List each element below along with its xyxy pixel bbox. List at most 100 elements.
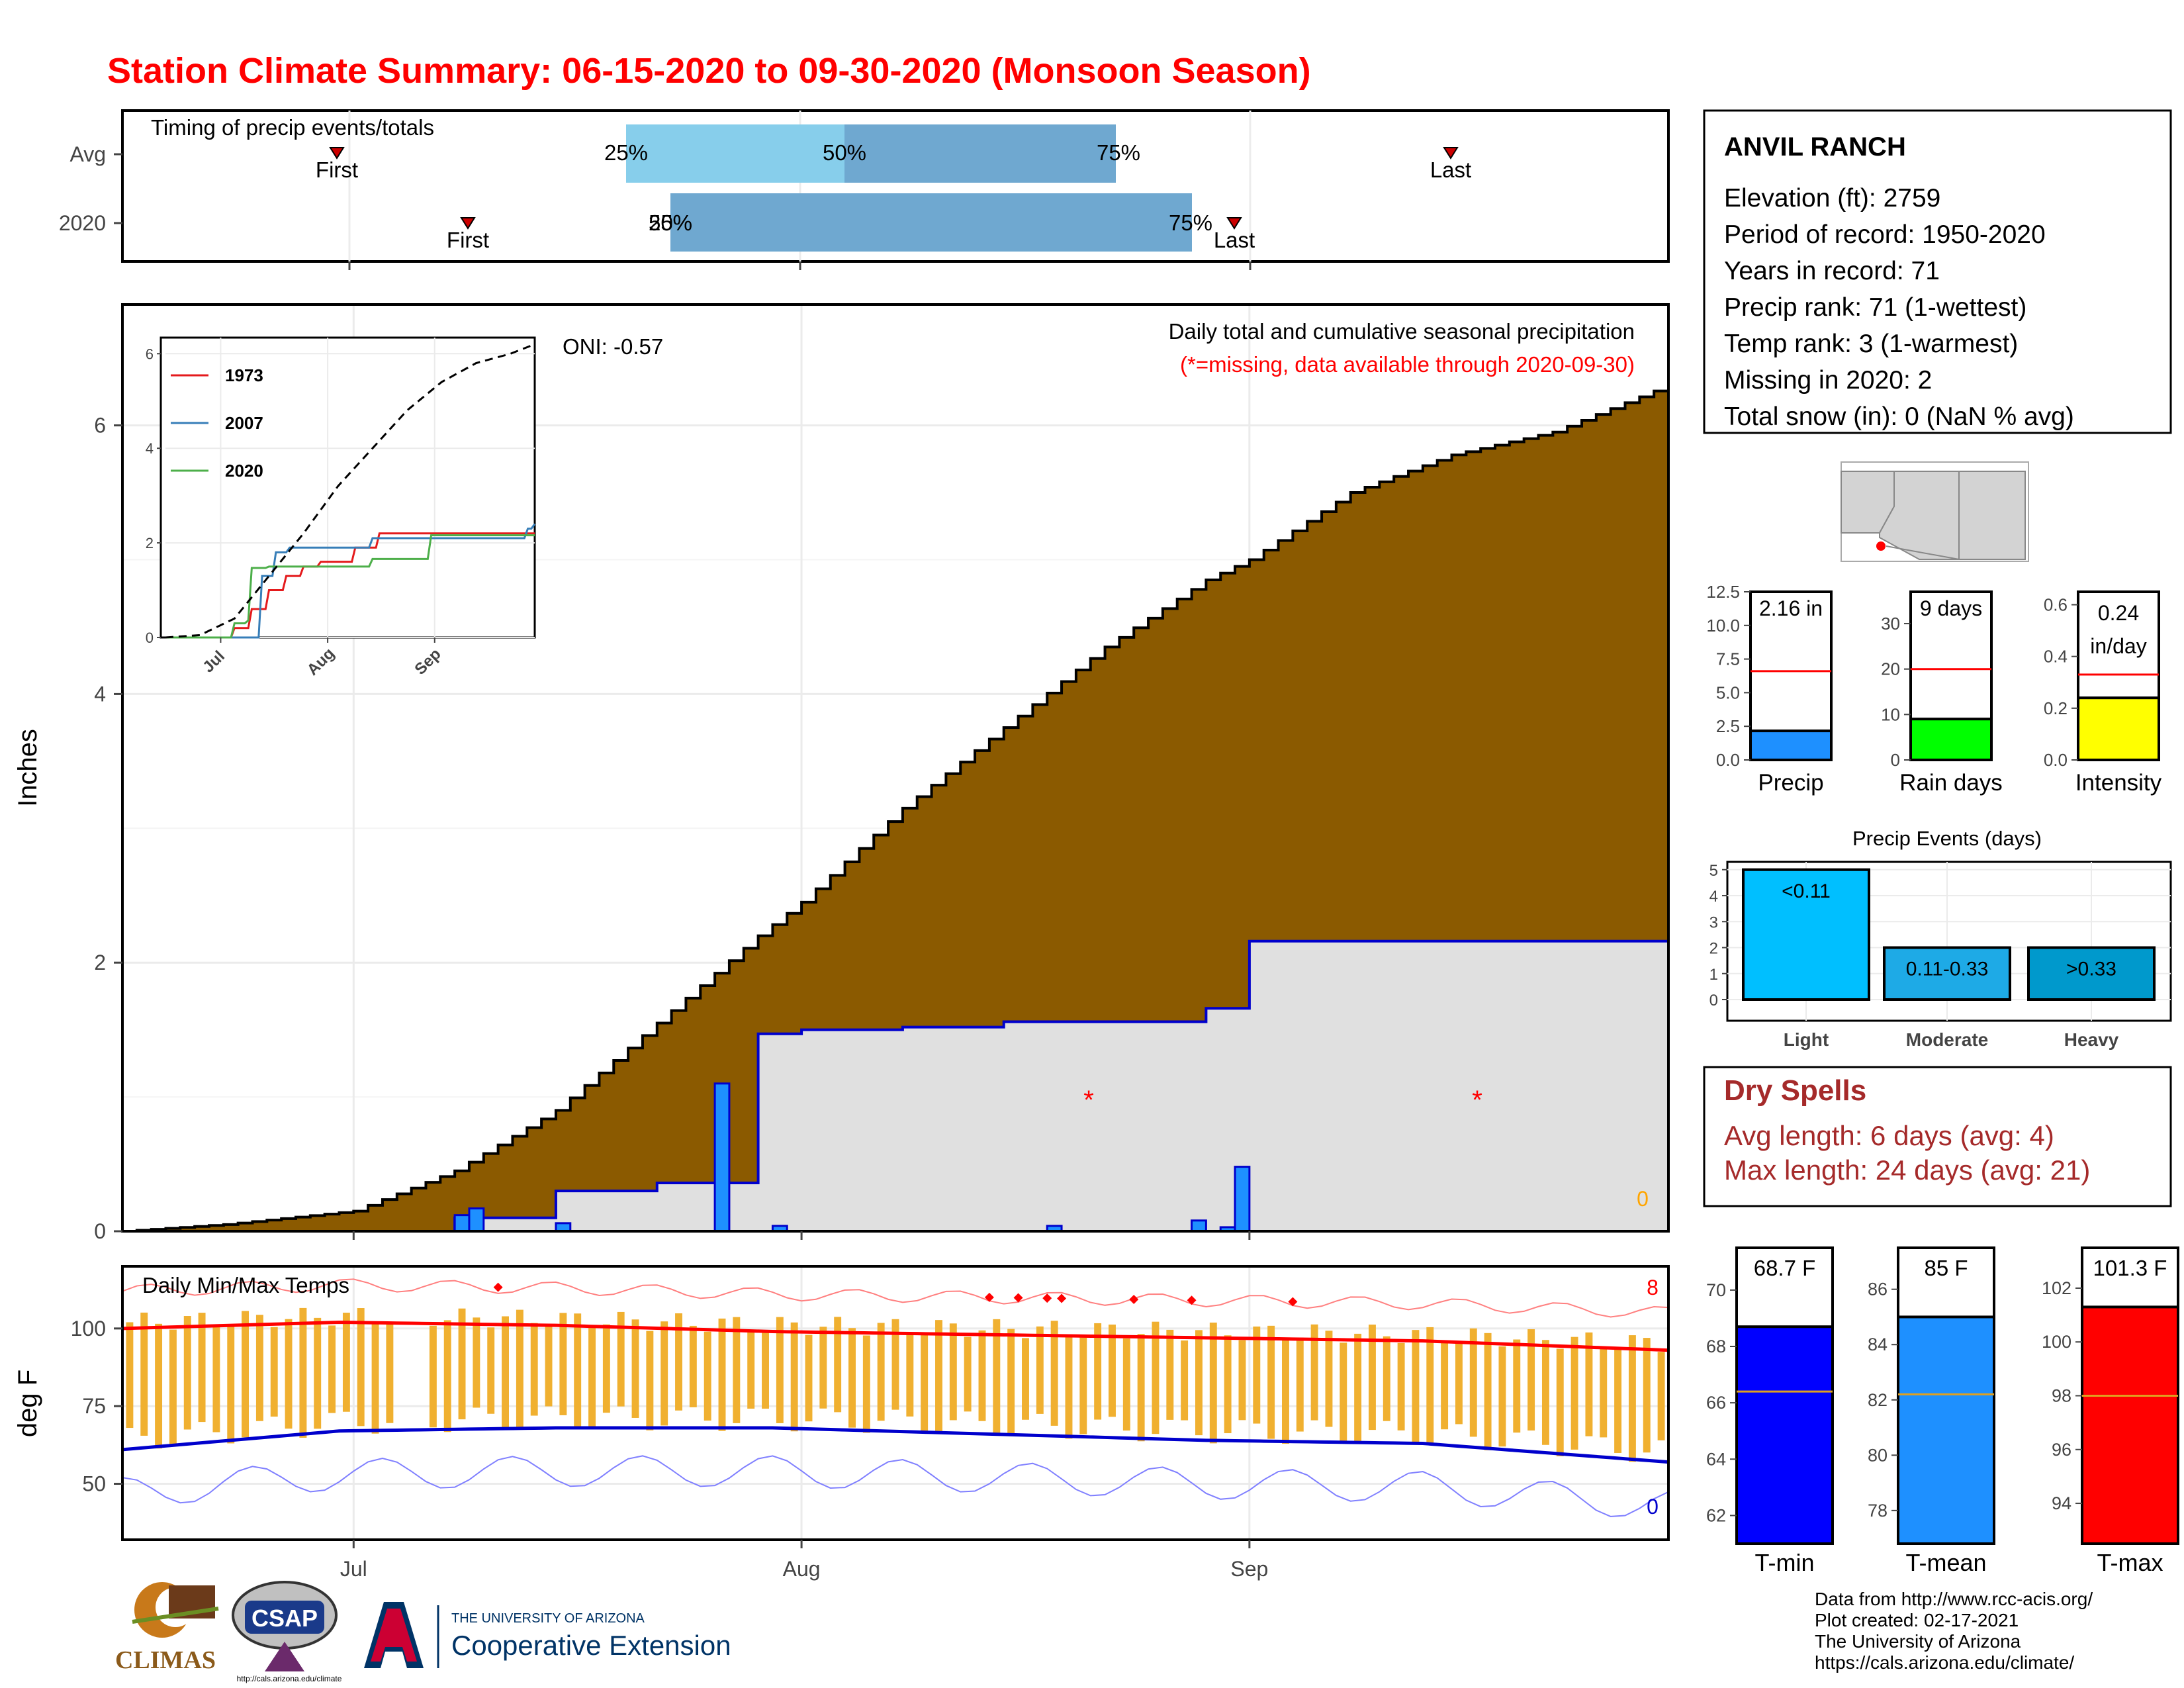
events-bar-label: >0.33 bbox=[2066, 959, 2116, 980]
temp-range-bar bbox=[1484, 1333, 1492, 1450]
gauge-tick-label: 0.6 bbox=[2044, 595, 2068, 615]
temp-gauge-tick-label: 84 bbox=[1868, 1335, 1888, 1354]
gauge-fill bbox=[1749, 729, 1833, 761]
legend-label: 1973 bbox=[225, 365, 263, 385]
gauge-label: Intensity bbox=[2075, 770, 2162, 796]
temp-range-bar bbox=[126, 1322, 134, 1429]
gauge-tick-label: 2.5 bbox=[1716, 716, 1740, 736]
temp-range-bar bbox=[1310, 1324, 1318, 1421]
missing-marker: * bbox=[1472, 1086, 1482, 1115]
gauge-fill bbox=[1909, 718, 1993, 761]
temp-range-bar bbox=[1050, 1321, 1058, 1426]
main-y-axis: 0 2 4 6 bbox=[94, 414, 122, 1243]
temp-range-bar bbox=[1065, 1334, 1073, 1439]
locator-map bbox=[1841, 461, 2029, 562]
inset-avg-line bbox=[165, 343, 535, 639]
inset-series bbox=[165, 343, 536, 639]
temp-range-bar bbox=[891, 1319, 899, 1410]
temp-range-bar bbox=[1122, 1338, 1130, 1431]
temp-gauge-tick-label: 96 bbox=[2052, 1440, 2071, 1460]
temp-range-bar bbox=[1282, 1340, 1289, 1444]
temp-range-bar bbox=[747, 1331, 755, 1409]
gauge-value-label: 2.16 in bbox=[1759, 596, 1823, 620]
temp-gauge-tick-label: 78 bbox=[1868, 1501, 1888, 1521]
credit-line: Plot created: 02-17-2021 bbox=[1815, 1610, 2019, 1630]
temp-range-bar bbox=[1137, 1334, 1145, 1442]
temp-range-bar bbox=[1585, 1332, 1593, 1436]
temp-range-bar bbox=[545, 1327, 553, 1407]
events-y-tick-label: 1 bbox=[1709, 966, 1718, 984]
temp-range-bar bbox=[776, 1317, 784, 1423]
temp-range-bar bbox=[458, 1308, 466, 1420]
station-location-marker bbox=[1876, 541, 1886, 551]
zero-count-label: 0 bbox=[1637, 1187, 1649, 1211]
temp-range-bar bbox=[443, 1320, 451, 1432]
credit-line: Data from http://www.rcc-acis.org/ bbox=[1815, 1589, 2093, 1609]
gauge-tick-label: 0 bbox=[1891, 750, 1900, 770]
station-precip-rank: Precip rank: 71 (1-wettest) bbox=[1724, 293, 2026, 322]
temp-range-bar bbox=[1600, 1346, 1608, 1438]
temp-gauge-label: T-min bbox=[1755, 1549, 1815, 1576]
temp-gauge-tick-label: 100 bbox=[2042, 1332, 2071, 1352]
timing-panel: Timing of precip events/totals Avg 2020 … bbox=[59, 109, 1670, 270]
x-tick-label: Jul bbox=[340, 1557, 367, 1581]
temp-range-bar bbox=[155, 1323, 163, 1449]
temp-range-bar bbox=[1152, 1321, 1160, 1434]
temp-range-bar bbox=[371, 1321, 379, 1434]
temp-range-bar bbox=[1570, 1336, 1578, 1450]
record-high-marker bbox=[984, 1292, 994, 1302]
temp-range-bar bbox=[617, 1311, 625, 1407]
missing-marker: * bbox=[1083, 1086, 1094, 1115]
temp-range-bar bbox=[1238, 1340, 1246, 1421]
temp-range-bar bbox=[733, 1317, 741, 1423]
y2020-q75-label: 75% bbox=[1169, 211, 1212, 235]
gauge-value-label: 9 days bbox=[1920, 596, 1982, 620]
y-tick-label: 2 bbox=[94, 951, 106, 974]
temp-range-bar bbox=[1181, 1340, 1189, 1421]
avg-last-marker bbox=[1443, 147, 1459, 160]
dry-spells-title: Dry Spells bbox=[1724, 1074, 1866, 1107]
temp-gauge-label: T-max bbox=[2097, 1549, 2163, 1576]
x-axis: Jul Aug Sep bbox=[340, 1231, 1268, 1581]
temp-gauge-label: T-mean bbox=[1905, 1549, 1986, 1576]
temp-range-bar bbox=[516, 1309, 523, 1430]
temp-range-bar bbox=[1383, 1336, 1390, 1421]
gauge-tick-label: 30 bbox=[1881, 614, 1900, 633]
avg-max-line bbox=[122, 1320, 1669, 1352]
daily-precip-bar bbox=[468, 1207, 485, 1233]
events-bar bbox=[2027, 946, 2156, 1001]
avg-last-label: Last bbox=[1430, 158, 1471, 182]
timing-title: Timing of precip events/totals bbox=[151, 115, 434, 140]
temp-range-bar bbox=[790, 1322, 798, 1432]
temp-range-bar bbox=[328, 1325, 336, 1413]
ua-logo-line2: Cooperative Extension bbox=[451, 1630, 731, 1661]
csap-logo-text: CSAP bbox=[251, 1605, 318, 1632]
events-category-label: Heavy bbox=[2064, 1029, 2119, 1050]
oni-label: ONI: -0.57 bbox=[563, 334, 663, 359]
temp-range-bar bbox=[314, 1317, 322, 1429]
legend-label: 2020 bbox=[225, 461, 263, 481]
temp-range-bar bbox=[1628, 1335, 1636, 1462]
gauge-tick-label: 0.0 bbox=[1716, 750, 1740, 770]
csap-url: http://cals.arizona.edu/climate bbox=[237, 1674, 342, 1683]
gauge-value-label: 0.24 bbox=[2098, 601, 2139, 625]
temp-range-bar bbox=[227, 1325, 235, 1444]
y-tick-label: 4 bbox=[94, 682, 106, 706]
temp-range-bar bbox=[1556, 1348, 1564, 1457]
station-missing: Missing in 2020: 2 bbox=[1724, 366, 1932, 395]
temp-range-bar bbox=[1022, 1338, 1029, 1420]
events-category-label: Moderate bbox=[1906, 1029, 1988, 1050]
temps-title: Daily Min/Max Temps bbox=[142, 1273, 349, 1297]
temp-range-bar bbox=[819, 1327, 827, 1409]
temp-range-bar bbox=[386, 1323, 394, 1423]
record-low-line bbox=[122, 1455, 1669, 1517]
temp-gauge-tick-label: 86 bbox=[1868, 1280, 1888, 1299]
ua-logo-line1: THE UNIVERSITY OF ARIZONA bbox=[451, 1611, 645, 1626]
temp-gauge-tick-label: 68 bbox=[1706, 1336, 1726, 1356]
temp-range-bar bbox=[342, 1313, 350, 1412]
events-bar bbox=[1883, 946, 2011, 1001]
timing-row-avg: Avg bbox=[69, 142, 106, 166]
temp-range-bar bbox=[285, 1319, 293, 1429]
record-high-count: 8 bbox=[1647, 1276, 1659, 1299]
avg-q50-q75-bar bbox=[844, 124, 1116, 183]
